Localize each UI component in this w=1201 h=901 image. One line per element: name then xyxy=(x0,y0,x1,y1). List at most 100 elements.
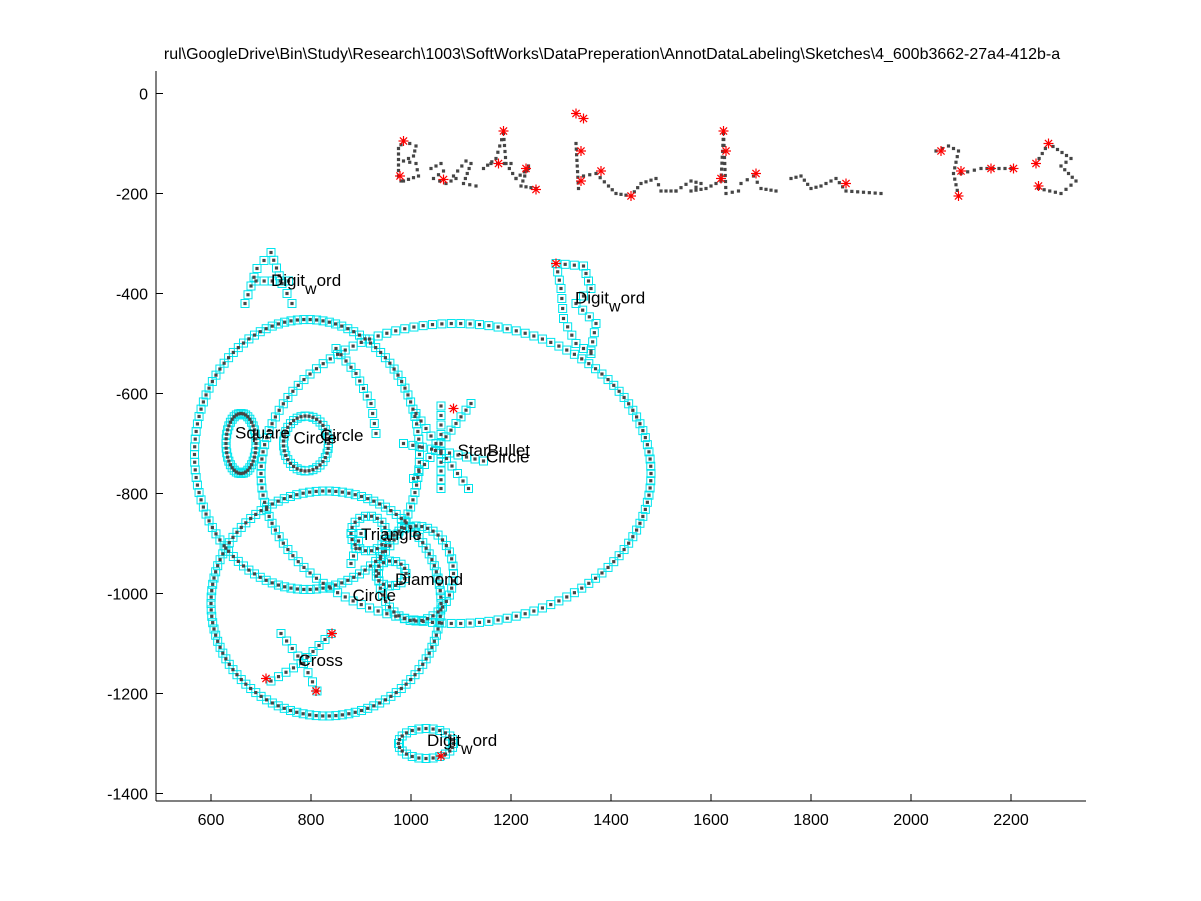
stroke-point xyxy=(447,550,452,554)
stroke-point xyxy=(281,439,286,443)
stroke-point xyxy=(276,499,280,503)
segment-box-marker xyxy=(381,529,391,538)
stroke-point xyxy=(334,489,338,494)
corner-point-stroke xyxy=(311,686,321,696)
stroke-point xyxy=(365,394,369,398)
stroke-point xyxy=(326,446,330,451)
stroke-point xyxy=(241,471,245,475)
stroke-point xyxy=(283,320,287,324)
stroke-point xyxy=(374,569,378,573)
corner-point-stroke xyxy=(956,166,966,176)
stroke-point xyxy=(997,166,1001,171)
stroke-point xyxy=(474,184,478,188)
segment-box-marker xyxy=(417,615,427,625)
stroke-point xyxy=(674,189,678,193)
stroke-point xyxy=(381,561,386,565)
stroke-point xyxy=(627,541,631,545)
corner-point-stroke xyxy=(596,166,606,176)
stroke-point xyxy=(1070,175,1074,179)
stroke-point xyxy=(404,682,408,686)
stroke-point xyxy=(204,393,208,397)
segment-box-marker xyxy=(646,476,656,486)
segment-box-marker xyxy=(380,695,390,705)
stroke-point xyxy=(411,154,416,158)
stroke-point xyxy=(414,483,419,487)
stroke-point xyxy=(581,264,586,268)
stroke-point xyxy=(359,531,363,536)
stroke-point xyxy=(612,383,616,387)
stroke-point xyxy=(227,541,231,545)
stroke-point xyxy=(214,570,218,574)
stroke-point xyxy=(314,713,318,718)
stroke-point xyxy=(289,586,293,590)
stroke-point xyxy=(444,435,448,439)
stroke-point xyxy=(403,327,407,331)
stroke-point xyxy=(424,756,428,761)
segment-box-marker xyxy=(233,343,243,353)
annotation-label: Bullet xyxy=(488,441,531,460)
segment-box-marker xyxy=(424,648,434,658)
stroke-point xyxy=(953,177,957,181)
segment-box-marker xyxy=(308,677,317,687)
segment-box-marker xyxy=(414,724,424,734)
stroke-point xyxy=(411,443,415,447)
stroke-point xyxy=(489,161,493,166)
stroke-point xyxy=(224,441,228,446)
stroke-point xyxy=(861,190,866,194)
stroke-point xyxy=(414,144,418,148)
segment-box-marker xyxy=(224,546,234,556)
corner-point xyxy=(448,403,459,414)
segment-box-marker xyxy=(288,551,298,561)
stroke-point xyxy=(689,179,693,183)
stroke-point xyxy=(769,188,773,192)
segment-box-marker xyxy=(400,324,410,334)
stroke-point xyxy=(575,158,579,162)
stroke-point xyxy=(439,413,443,418)
stroke-point xyxy=(231,668,235,672)
stroke-point xyxy=(336,352,340,356)
stroke-point xyxy=(456,453,460,457)
stroke-point xyxy=(397,745,402,749)
stroke-point xyxy=(234,413,238,417)
segment-box-marker xyxy=(402,749,412,759)
stroke-point xyxy=(308,587,312,592)
corner-point xyxy=(721,146,731,156)
segment-box-marker xyxy=(256,461,266,471)
stroke-point xyxy=(524,185,528,189)
stroke-point xyxy=(231,350,235,355)
stroke-point xyxy=(636,186,640,190)
segment-box-marker xyxy=(305,568,315,578)
segment-box-marker xyxy=(267,578,277,588)
stroke-point xyxy=(270,324,274,328)
segment-box-marker xyxy=(299,315,309,325)
segment-box-marker xyxy=(484,616,494,626)
segment-box-marker xyxy=(337,710,347,720)
stroke-point xyxy=(285,639,289,643)
stroke-point xyxy=(439,469,443,473)
stroke-point xyxy=(299,415,303,419)
stroke-point xyxy=(377,579,381,583)
stroke-point xyxy=(286,547,290,552)
stroke-point xyxy=(321,581,325,585)
segment-box-marker xyxy=(427,320,437,330)
stroke-point xyxy=(414,524,418,528)
stroke-point xyxy=(328,586,332,590)
stroke-point xyxy=(427,552,431,556)
stroke-point xyxy=(378,557,382,561)
stroke-point xyxy=(210,525,214,530)
stroke-point xyxy=(279,631,283,636)
corner-point xyxy=(521,163,531,174)
corner-point-stroke xyxy=(261,674,271,683)
stroke-point xyxy=(193,437,197,441)
y-tick-label: -200 xyxy=(116,187,148,204)
corner-point-stroke xyxy=(751,169,761,178)
stroke-point xyxy=(951,171,956,176)
corner-point xyxy=(956,166,966,176)
annotation-text: Circle xyxy=(353,586,396,605)
segment-box-marker xyxy=(341,356,351,366)
stroke-point xyxy=(323,456,327,460)
stroke-point xyxy=(635,528,639,532)
segment-box-marker xyxy=(465,319,475,329)
stroke-point xyxy=(410,728,414,733)
segment-box-marker xyxy=(520,328,530,338)
